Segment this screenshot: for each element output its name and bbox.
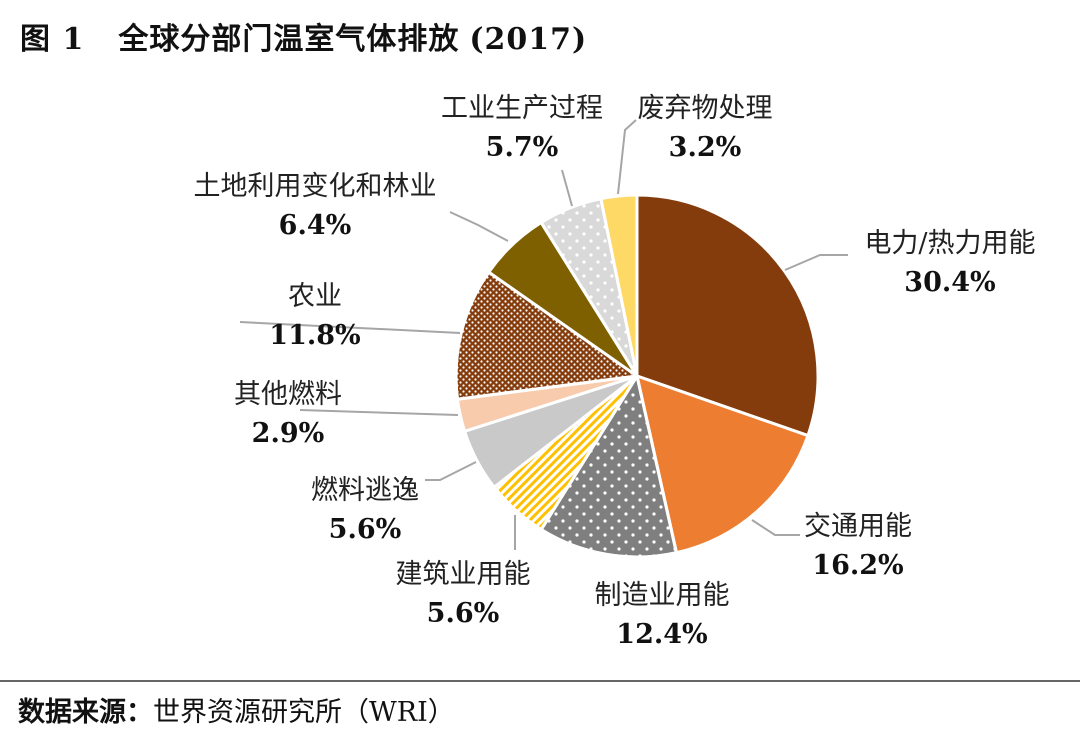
pie-slice [599, 193, 639, 377]
leader-line [751, 519, 800, 536]
slice-value-label: 6.4% [279, 210, 352, 241]
source-note: 数据来源：世界资源研究所（WRI） [18, 690, 455, 729]
slice-value-label: 5.6% [427, 598, 500, 629]
pie-slice-fill [635, 193, 820, 438]
leader-lines [239, 119, 848, 550]
leader-line [617, 119, 637, 195]
figure-year: (2017) [469, 22, 588, 57]
pie-slice-fill [634, 373, 810, 555]
slice-name-label: 交通用能 [804, 511, 912, 542]
slice-value-label: 2.9% [252, 418, 325, 449]
slice-value-label: 3.2% [669, 132, 742, 163]
pie-slice [454, 270, 642, 401]
bottom-divider [0, 680, 1080, 682]
pie-slice [635, 193, 820, 438]
source-text: 世界资源研究所（WRI） [153, 697, 455, 728]
source-label: 数据来源： [18, 697, 153, 728]
slice-value-label: 5.7% [486, 132, 559, 163]
slice-labels: 电力/热力用能 30.4% 交通用能 16.2% 制造业用能 12.4% 建筑业用能 5.6%… [194, 93, 1036, 650]
slice-name-label: 农业 [288, 281, 342, 312]
pie-slice [539, 372, 679, 559]
pie-slice-pattern [454, 270, 642, 401]
slice-value-label: 12.4% [616, 619, 707, 650]
slice-name-label: 燃料逃逸 [311, 475, 419, 506]
leader-line [239, 321, 461, 334]
leader-line [299, 409, 459, 416]
slice-value-label: 5.6% [329, 514, 402, 545]
slice-name-label: 其他燃料 [234, 379, 342, 410]
slice-name-label: 制造业用能 [595, 580, 730, 611]
leader-line [561, 169, 573, 207]
pie-slices [454, 193, 820, 559]
pie-chart: 电力/热力用能 30.4% 交通用能 16.2% 制造业用能 12.4% 建筑业用能 5.6%… [194, 93, 1036, 650]
pie-slice [634, 373, 810, 555]
pie-slice-fill [599, 193, 639, 377]
figure-title-text: 全球分部门温室气体排放 [118, 22, 460, 57]
slice-name-label: 土地利用变化和林业 [194, 171, 437, 202]
figure-number: 图 1 [20, 22, 85, 57]
leader-line [449, 211, 509, 242]
slice-value-label: 11.8% [269, 320, 360, 351]
pie-slice-pattern [539, 372, 679, 559]
leader-line [784, 254, 848, 271]
slice-value-label: 30.4% [904, 267, 995, 298]
slice-name-label: 废弃物处理 [638, 93, 773, 124]
leader-line [425, 461, 477, 481]
slice-value-label: 16.2% [812, 550, 903, 581]
figure-title: 图 1 全球分部门温室气体排放 (2017) [20, 14, 587, 58]
slice-name-label: 工业生产过程 [441, 93, 603, 124]
slice-name-label: 电力/热力用能 [864, 228, 1035, 259]
slice-name-label: 建筑业用能 [396, 559, 531, 590]
